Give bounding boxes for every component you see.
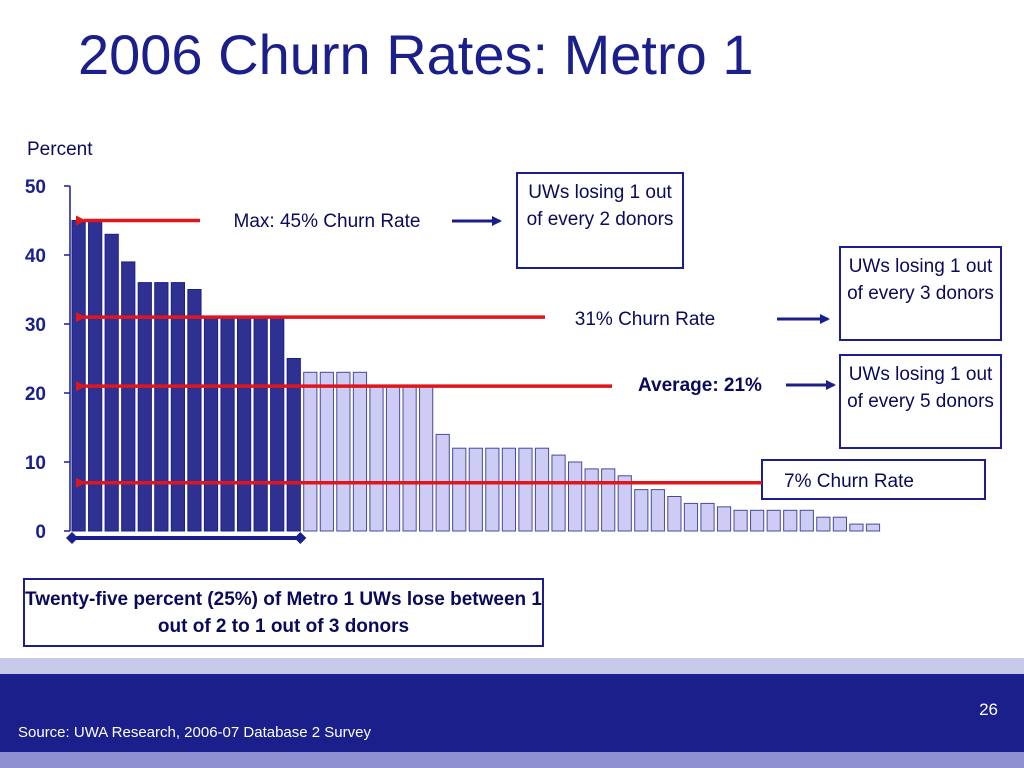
bar (551, 454, 566, 532)
bar (419, 385, 434, 532)
footer-band-bottom (0, 752, 1024, 768)
bar (286, 358, 301, 532)
bar (634, 489, 649, 532)
bar (203, 316, 219, 532)
bar (104, 233, 119, 532)
y-tick-label: 10 (25, 453, 46, 474)
bar (485, 447, 500, 532)
bar (237, 316, 252, 532)
range-bracket-end (294, 532, 307, 544)
bar (121, 261, 136, 532)
y-tick-label: 0 (35, 522, 46, 543)
annotation-label: 31% Churn Rate (575, 309, 715, 330)
bar (270, 316, 285, 532)
bar (468, 447, 483, 532)
y-axis: 0 10 20 30 40 50 (25, 177, 71, 543)
bar (501, 447, 516, 532)
bar (766, 509, 781, 532)
bar (716, 506, 732, 532)
bar (584, 468, 599, 532)
bar (137, 282, 152, 532)
bar (700, 502, 715, 532)
y-tick-label: 30 (25, 315, 46, 336)
bar (816, 516, 831, 532)
y-tick-label: 20 (25, 384, 46, 405)
bar (849, 523, 864, 532)
bar (601, 468, 616, 532)
callout-1-of-2: UWs losing 1 out of every 2 donors (516, 172, 684, 269)
page-title: 2006 Churn Rates: Metro 1 (78, 23, 754, 86)
bar (71, 220, 86, 532)
bar (452, 447, 467, 532)
y-tick-label: 50 (25, 177, 46, 198)
bar (336, 371, 351, 532)
bar (750, 509, 765, 532)
summary-box: Twenty-five percent (25%) of Metro 1 UWs… (23, 578, 544, 647)
bar (220, 316, 235, 532)
y-tick-label: 40 (25, 246, 46, 267)
callout-1-of-5: UWs losing 1 out of every 5 donors (839, 354, 1002, 449)
page-number: 26 (979, 700, 998, 719)
bar (865, 523, 881, 532)
bar (568, 461, 583, 532)
bar (667, 496, 682, 532)
bar (650, 489, 665, 532)
bar (683, 502, 699, 532)
churn-bar-chart: Percent 0 10 20 30 40 50 Max: 45% Churn Rate 3… (25, 139, 986, 544)
bar (303, 371, 318, 532)
range-bracket-end (66, 532, 78, 544)
source-note: Source: UWA Research, 2006-07 Database 2… (18, 724, 371, 741)
bar (617, 475, 632, 532)
bar (402, 385, 417, 532)
footer-band-light (0, 658, 1024, 674)
bar (352, 371, 368, 532)
bar (170, 282, 186, 532)
annotations: Max: 45% Churn Rate 31% Churn Rate Average… (76, 211, 986, 500)
annotation-label: 7% Churn Rate (784, 471, 914, 492)
bar (832, 516, 847, 532)
annotation-box (761, 459, 986, 500)
bar (385, 385, 401, 532)
footer-band (0, 674, 1024, 752)
bar (783, 509, 798, 532)
bar (369, 385, 384, 532)
bar (518, 447, 533, 532)
bar (319, 371, 334, 532)
bar (154, 282, 169, 532)
bar (799, 509, 814, 532)
y-axis-label: Percent (27, 139, 93, 160)
bar (534, 447, 550, 532)
annotation-label: Max: 45% Churn Rate (234, 211, 421, 232)
bar (733, 509, 748, 532)
callout-1-of-3: UWs losing 1 out of every 3 donors (839, 246, 1002, 341)
bar (187, 289, 202, 532)
bar (253, 316, 268, 532)
annotation-label: Average: 21% (638, 375, 762, 396)
